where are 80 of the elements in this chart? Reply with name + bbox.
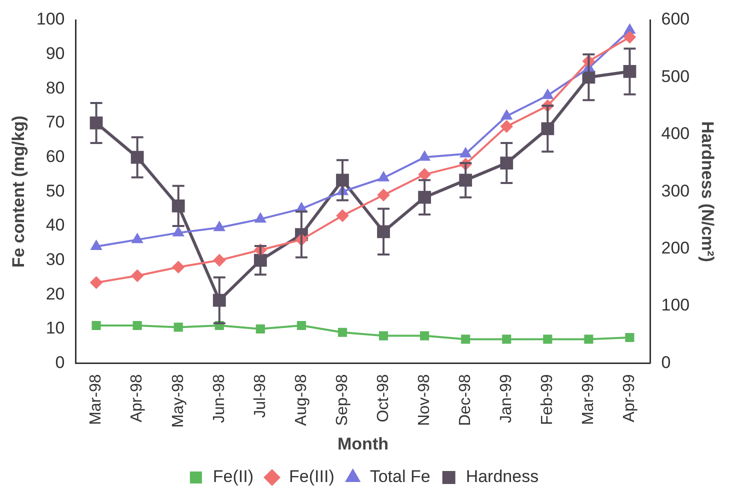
point bbox=[500, 120, 513, 132]
point bbox=[500, 156, 514, 170]
point bbox=[584, 334, 594, 344]
point bbox=[213, 254, 226, 266]
point bbox=[459, 174, 472, 187]
point bbox=[172, 199, 185, 212]
x-tick-label: Sep-98 bbox=[334, 374, 351, 426]
y2-tick-label: 0 bbox=[661, 352, 671, 372]
point bbox=[418, 190, 431, 204]
point bbox=[502, 334, 512, 344]
x-tick-label: Jul-98 bbox=[252, 374, 269, 418]
y2-tick-label: 300 bbox=[661, 181, 690, 200]
point bbox=[296, 320, 306, 330]
point bbox=[625, 332, 634, 342]
point bbox=[132, 234, 143, 244]
y-axis-title: Fe content (mg/kg) bbox=[8, 116, 28, 268]
point bbox=[214, 222, 225, 232]
x-tick-label: Mar-98 bbox=[88, 374, 105, 425]
y-tick-label: 90 bbox=[46, 44, 65, 64]
x-tick-label: Aug-98 bbox=[292, 374, 310, 426]
point bbox=[378, 331, 388, 340]
x-tick-label: Feb-99 bbox=[539, 374, 556, 425]
y-tick-label: 40 bbox=[46, 216, 65, 235]
y2-tick-label: 600 bbox=[661, 10, 690, 29]
point bbox=[377, 225, 390, 238]
point bbox=[92, 320, 101, 330]
point bbox=[212, 294, 226, 307]
point bbox=[338, 328, 348, 337]
point bbox=[172, 261, 184, 274]
x-tick-label: Jan-99 bbox=[498, 374, 516, 424]
point bbox=[460, 148, 471, 158]
point bbox=[90, 240, 102, 250]
point bbox=[420, 331, 430, 340]
point bbox=[132, 320, 142, 330]
y-tick-label: 70 bbox=[46, 112, 65, 132]
y2-tick-label: 400 bbox=[661, 124, 690, 144]
point bbox=[255, 213, 266, 223]
point bbox=[543, 334, 552, 344]
point bbox=[256, 324, 265, 334]
x-tick-label: Apr-99 bbox=[621, 374, 638, 422]
x-tick-label: Jun-98 bbox=[210, 374, 228, 424]
point bbox=[418, 168, 431, 180]
point bbox=[336, 210, 348, 222]
point bbox=[131, 270, 144, 282]
point bbox=[174, 322, 183, 332]
y2-tick-label: 200 bbox=[661, 238, 690, 258]
legend-label: Hardness bbox=[466, 467, 539, 486]
point bbox=[336, 174, 349, 187]
x-axis-title: Month bbox=[338, 434, 388, 454]
x-tick-label: Mar-99 bbox=[580, 374, 598, 425]
y-tick-label: 60 bbox=[46, 146, 65, 166]
point bbox=[378, 189, 390, 202]
y-tick-label: 30 bbox=[46, 250, 65, 269]
point bbox=[378, 172, 389, 182]
y-tick-label: 100 bbox=[36, 10, 65, 29]
y2-axis-title: Hardness (N/cm²) bbox=[698, 121, 718, 262]
point bbox=[541, 122, 554, 136]
legend-label: Fe(II) bbox=[212, 467, 254, 486]
x-tick-label: Nov-98 bbox=[416, 374, 433, 426]
y2-tick-label: 100 bbox=[661, 296, 690, 315]
point bbox=[542, 90, 553, 100]
point bbox=[90, 276, 102, 289]
x-tick-label: Dec-98 bbox=[456, 374, 474, 426]
y-tick-label: 80 bbox=[46, 78, 65, 98]
point bbox=[173, 226, 184, 236]
point bbox=[624, 31, 636, 44]
x-tick-label: Apr-98 bbox=[128, 374, 146, 422]
point bbox=[419, 151, 430, 161]
point bbox=[461, 334, 470, 344]
y-tick-label: 20 bbox=[46, 284, 65, 304]
x-tick-label: Oct-98 bbox=[374, 374, 392, 422]
legend-label: Total Fe bbox=[370, 467, 430, 486]
y-tick-label: 10 bbox=[46, 318, 65, 338]
y-tick-label: 0 bbox=[55, 352, 65, 372]
x-tick-label: May-98 bbox=[170, 374, 187, 428]
point bbox=[501, 110, 512, 120]
y2-tick-label: 500 bbox=[661, 66, 690, 86]
y-tick-label: 50 bbox=[46, 181, 65, 200]
legend-label: Fe(III) bbox=[289, 467, 334, 486]
point bbox=[624, 24, 636, 34]
